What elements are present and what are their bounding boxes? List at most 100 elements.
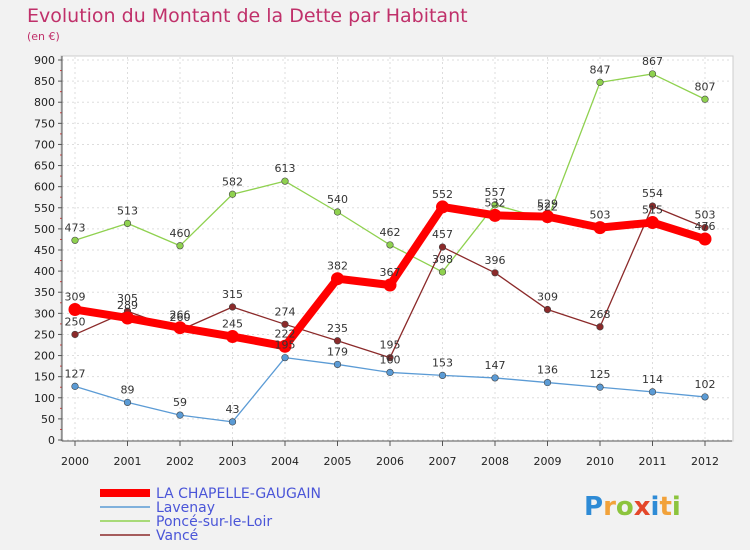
- x-tick-label: 2012: [691, 455, 719, 468]
- data-point-vanc-: [491, 269, 499, 277]
- x-tick-label: 2002: [166, 455, 194, 468]
- data-label-lavenay: 195: [275, 339, 296, 352]
- data-point-ponc-sur-le-loir: [386, 241, 394, 249]
- data-label-lavenay: 59: [173, 396, 187, 409]
- data-point-lavenay: [491, 374, 499, 382]
- data-point-lavenay: [543, 378, 552, 387]
- data-point-lavenay: [176, 411, 184, 419]
- data-point-la-chapelle-gaugain: [646, 216, 659, 230]
- data-point-vanc-: [543, 305, 552, 314]
- data-point-lavenay: [228, 418, 237, 426]
- x-tick-label: 2011: [639, 455, 667, 468]
- data-point-la-chapelle-gaugain: [541, 210, 554, 224]
- data-label-la-chapelle-gaugain: 503: [590, 209, 611, 222]
- x-tick-label: 2006: [376, 455, 404, 468]
- chart-title: Evolution du Montant de la Dette par Hab…: [27, 5, 468, 27]
- legend-label-vanc-: Vancé: [156, 528, 198, 544]
- data-point-ponc-sur-le-loir: [491, 201, 499, 209]
- x-tick-label: 2003: [219, 455, 247, 468]
- data-label-ponc-sur-le-loir: 540: [327, 193, 348, 206]
- y-tick-label: 0: [48, 434, 55, 447]
- data-label-lavenay: 153: [432, 356, 453, 369]
- data-point-lavenay: [71, 382, 79, 390]
- y-tick-label: 650: [34, 160, 55, 173]
- x-tick-label: 2000: [61, 455, 89, 468]
- data-point-la-chapelle-gaugain: [331, 272, 344, 286]
- y-tick-label: 450: [34, 244, 55, 257]
- data-point-vanc-: [701, 224, 709, 232]
- data-label-la-chapelle-gaugain: 266: [170, 309, 191, 322]
- data-label-ponc-sur-le-loir: 473: [65, 221, 86, 234]
- y-tick-label: 850: [34, 75, 55, 88]
- data-point-la-chapelle-gaugain: [488, 208, 502, 222]
- data-label-vanc-: 274: [275, 305, 296, 318]
- data-labels: 309 289 266 245 222 382 367 552 532 529 503 515 476 1…: [65, 55, 716, 416]
- data-label-lavenay: 102: [695, 378, 716, 391]
- data-label-ponc-sur-le-loir: 460: [170, 227, 191, 240]
- proxiti-logo: Proxiti: [584, 492, 681, 522]
- y-tick-label: 700: [34, 138, 55, 151]
- data-label-lavenay: 160: [380, 353, 401, 366]
- data-label-lavenay: 43: [226, 403, 240, 416]
- data-label-ponc-sur-le-loir: 807: [695, 80, 716, 93]
- data-label-vanc-: 315: [222, 288, 243, 301]
- data-label-ponc-sur-le-loir: 522: [537, 201, 558, 214]
- data-label-vanc-: 268: [590, 308, 611, 321]
- data-point-ponc-sur-le-loir: [123, 219, 132, 227]
- data-label-la-chapelle-gaugain: 515: [642, 204, 663, 217]
- y-tick-label: 50: [41, 413, 55, 426]
- x-tick-label: 2004: [271, 455, 299, 468]
- data-label-vanc-: 195: [380, 339, 401, 352]
- data-label-ponc-sur-le-loir: 462: [380, 226, 401, 239]
- legend-label-ponc-sur-le-loir: Poncé-sur-le-Loir: [156, 514, 272, 530]
- data-label-la-chapelle-gaugain: 222: [275, 327, 296, 340]
- y-tick-label: 200: [34, 350, 55, 363]
- data-point-ponc-sur-le-loir: [333, 208, 342, 216]
- axes: 0 50 100 150 200 250 300 350 400 450 500 550 600 650 7…: [34, 54, 732, 468]
- data-point-lavenay: [648, 388, 657, 396]
- data-label-ponc-sur-le-loir: 513: [117, 204, 138, 217]
- data-label-ponc-sur-le-loir: 582: [222, 175, 243, 188]
- data-label-la-chapelle-gaugain: 245: [222, 318, 243, 331]
- series-layer: [68, 70, 712, 426]
- data-point-ponc-sur-le-loir: [648, 70, 657, 78]
- data-label-vanc-: 305: [117, 292, 138, 305]
- y-tick-label: 900: [34, 54, 55, 67]
- data-label-la-chapelle-gaugain: 532: [485, 196, 506, 209]
- grid-lines: [62, 57, 732, 441]
- data-point-la-chapelle-gaugain: [278, 339, 292, 353]
- data-point-lavenay: [333, 360, 342, 369]
- y-tick-label: 100: [34, 392, 55, 405]
- x-tick-label: 2010: [586, 455, 614, 468]
- data-label-vanc-: 554: [642, 187, 663, 200]
- data-label-ponc-sur-le-loir: 557: [485, 186, 506, 199]
- data-point-ponc-sur-le-loir: [71, 236, 79, 244]
- data-label-lavenay: 125: [590, 368, 611, 381]
- data-label-la-chapelle-gaugain: 552: [432, 188, 453, 201]
- data-point-vanc-: [386, 354, 394, 362]
- x-tick-label: 2001: [114, 455, 142, 468]
- legend: LA CHAPELLE-GAUGAINLavenayPoncé-sur-le-L…: [100, 486, 321, 544]
- data-label-lavenay: 89: [121, 383, 135, 396]
- data-point-ponc-sur-le-loir: [701, 95, 709, 103]
- legend-label-la-chapelle-gaugain: LA CHAPELLE-GAUGAIN: [156, 486, 321, 502]
- data-point-vanc-: [596, 323, 604, 331]
- y-tick-label: 150: [34, 371, 55, 384]
- data-label-vanc-: 235: [327, 322, 348, 335]
- data-point-vanc-: [333, 337, 342, 345]
- y-tick-label: 350: [34, 286, 55, 299]
- y-tick-label: 500: [34, 223, 55, 236]
- data-label-vanc-: 309: [537, 291, 558, 304]
- data-label-vanc-: 457: [432, 228, 453, 241]
- data-point-la-chapelle-gaugain: [593, 221, 607, 235]
- data-label-vanc-: 250: [65, 315, 86, 328]
- data-point-la-chapelle-gaugain: [698, 232, 712, 246]
- data-point-la-chapelle-gaugain: [68, 303, 82, 317]
- data-label-lavenay: 127: [65, 367, 86, 380]
- y-tick-label: 250: [34, 328, 55, 341]
- data-label-vanc-: 503: [695, 209, 716, 222]
- data-label-la-chapelle-gaugain: 289: [117, 299, 138, 312]
- data-point-lavenay: [701, 393, 709, 401]
- data-point-ponc-sur-le-loir: [228, 190, 237, 198]
